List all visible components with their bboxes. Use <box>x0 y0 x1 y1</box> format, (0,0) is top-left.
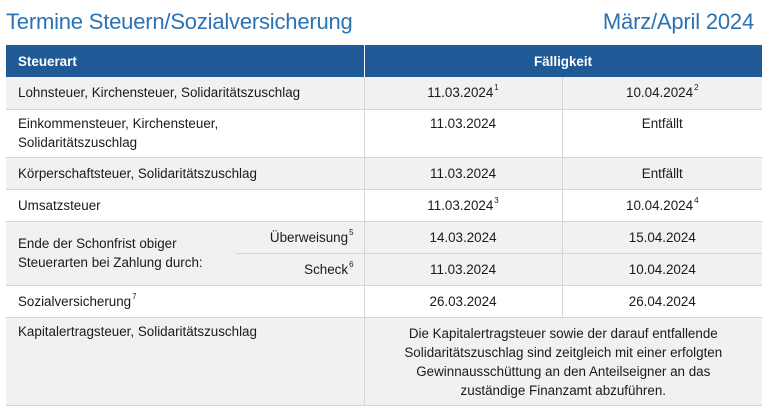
table-row: Lohnsteuer, Kirchensteuer, Solidaritätsz… <box>6 77 763 110</box>
period-label: März/April 2024 <box>602 9 754 34</box>
page-header: Termine Steuern/Sozialversicherung März/… <box>6 2 754 42</box>
table-header-row: Steuerart Fälligkeit <box>6 45 763 77</box>
row-date2: 10.04.20242 <box>561 77 763 110</box>
scheck-date1: 11.03.2024 <box>363 253 563 286</box>
kapitalertrag-note: Die Kapitalertragsteuer sowie der darauf… <box>363 317 763 406</box>
row-date2: 26.04.2024 <box>561 285 763 318</box>
row-label: Kapitalertragsteuer, Solidaritätszuschla… <box>6 317 365 406</box>
row-label: Körperschaftsteuer, Solidaritätszuschlag <box>6 157 365 190</box>
row-label: Lohnsteuer, Kirchensteuer, Solidaritätsz… <box>6 77 365 110</box>
row-date1: 11.03.20243 <box>363 189 563 222</box>
row-date2: 10.04.20244 <box>561 189 763 222</box>
scheck-label: Scheck6 <box>236 253 365 286</box>
row-date1: 11.03.2024 <box>363 157 563 190</box>
tax-deadline-table: Steuerart Fälligkeit Lohnsteuer, Kirchen… <box>6 45 763 406</box>
ueberweisung-label: Überweisung5 <box>236 221 365 254</box>
table-row: Kapitalertragsteuer, Solidaritätszuschla… <box>6 317 763 406</box>
table-row-schonfrist-ueberweisung: Ende der Schonfrist obiger Steuerarten be… <box>6 221 763 286</box>
row-date1: 26.03.2024 <box>363 285 563 318</box>
scheck-date2: 10.04.2024 <box>561 253 763 286</box>
table-row-schonfrist-scheck: Scheck6 11.03.2024 10.04.2024 <box>6 253 763 286</box>
row-label: Einkommensteuer, Kirchensteuer, Solidarit… <box>6 109 365 158</box>
table-row: Umsatzsteuer 11.03.20243 10.04.20244 <box>6 189 763 222</box>
row-date2: Entfällt <box>561 157 763 190</box>
schonfrist-label: Ende der Schonfrist obiger Steuerarten be… <box>6 221 236 286</box>
row-label: Umsatzsteuer <box>6 189 365 222</box>
ueberweisung-date1: 14.03.2024 <box>363 221 563 254</box>
header-faelligkeit: Fälligkeit <box>364 45 763 77</box>
table-row: Einkommensteuer, Kirchensteuer, Solidarit… <box>6 109 763 158</box>
row-date2: Entfällt <box>561 109 763 158</box>
ueberweisung-date2: 15.04.2024 <box>561 221 763 254</box>
row-date1: 11.03.2024 <box>363 109 563 158</box>
row-date1: 11.03.20241 <box>363 77 563 110</box>
table-row: Sozialversicherung7 26.03.2024 26.04.202… <box>6 285 763 318</box>
page-title: Termine Steuern/Sozialversicherung <box>6 9 353 34</box>
table-row: Körperschaftsteuer, Solidaritätszuschlag… <box>6 157 763 190</box>
row-label: Sozialversicherung7 <box>6 285 365 318</box>
header-steuerart: Steuerart <box>6 45 365 77</box>
